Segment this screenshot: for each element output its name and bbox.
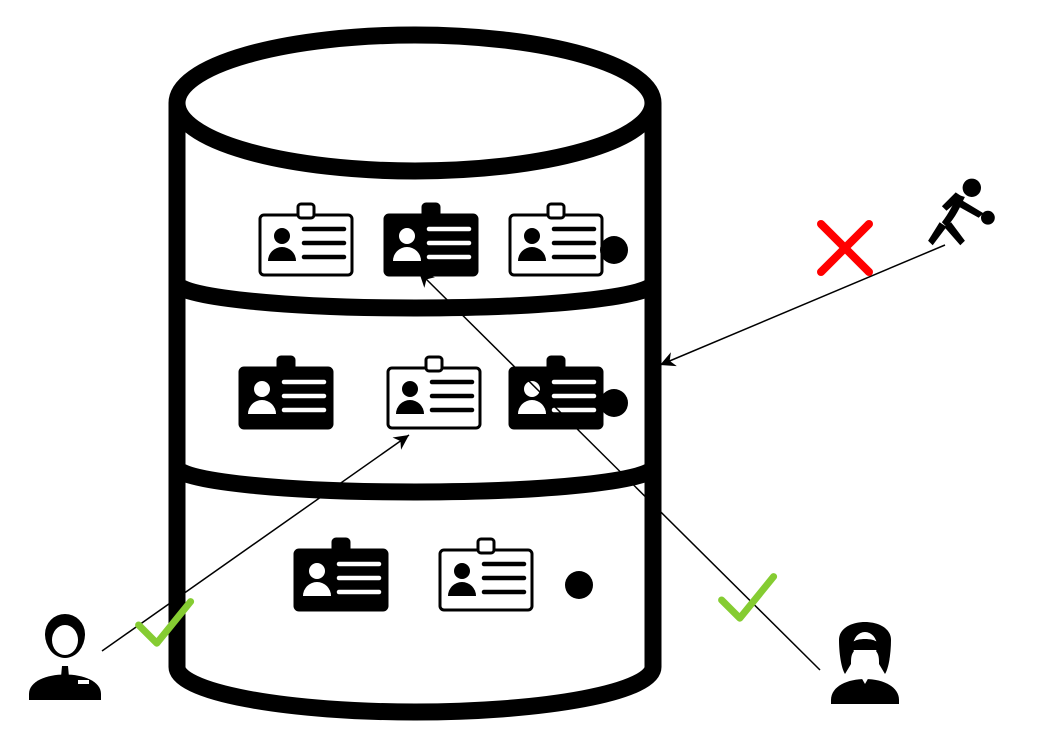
database-row-1 <box>260 204 628 275</box>
ellipsis-dot-icon <box>600 236 628 264</box>
id-card-outline-icon <box>510 204 602 275</box>
id-card-filled-icon <box>510 357 602 428</box>
id-card-filled-icon <box>295 539 387 610</box>
businessman-icon <box>29 614 101 700</box>
database-row-2 <box>240 357 628 428</box>
id-card-outline-icon <box>388 357 480 428</box>
id-card-outline-icon <box>260 204 352 275</box>
thief-icon <box>928 179 995 246</box>
id-card-filled-icon <box>240 357 332 428</box>
id-card-filled-icon <box>385 204 477 275</box>
ellipsis-dot-icon <box>565 571 593 599</box>
access-arrow-1 <box>660 245 945 365</box>
denied-x-icon <box>821 224 869 272</box>
businesswoman-icon <box>831 622 899 704</box>
ellipsis-dot-icon <box>600 389 628 417</box>
id-card-outline-icon <box>440 539 532 610</box>
